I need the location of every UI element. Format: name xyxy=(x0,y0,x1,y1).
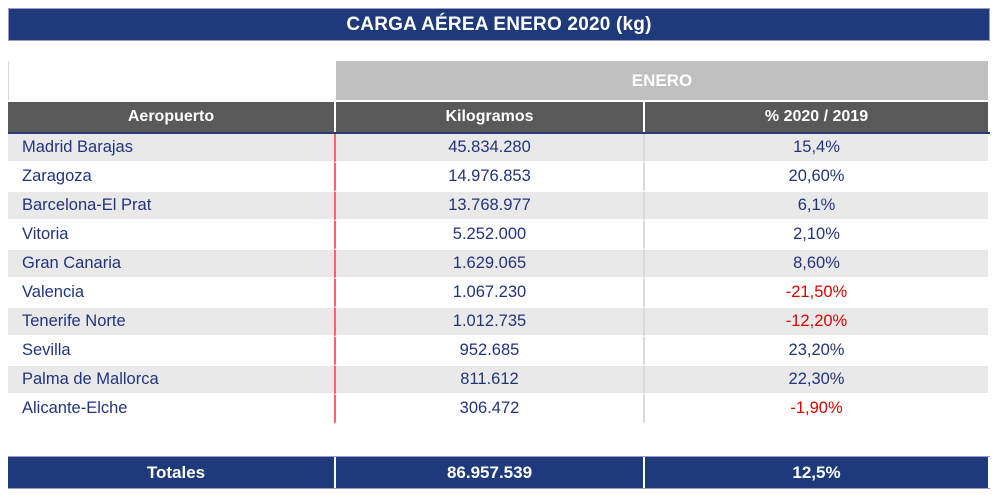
table-row: Tenerife Norte 1.012.735 -12,20% xyxy=(8,308,990,337)
airport-cell: Valencia xyxy=(8,279,334,308)
totals-row: Totales 86.957.539 12,5% xyxy=(8,456,990,489)
group-header-enero: ENERO xyxy=(334,61,988,100)
percent-cell: -21,50% xyxy=(643,279,988,308)
percent-cell: -12,20% xyxy=(643,308,988,337)
airport-cell: Sevilla xyxy=(8,337,334,366)
kilograms-cell: 5.252.000 xyxy=(334,221,643,250)
percent-cell: 22,30% xyxy=(643,366,988,395)
table-row: Barcelona-El Prat 13.768.977 6,1% xyxy=(8,192,990,221)
totals-label: Totales xyxy=(8,457,334,488)
percent-cell: 15,4% xyxy=(643,134,988,163)
table-row: Madrid Barajas 45.834.280 15,4% xyxy=(8,134,990,163)
report-title: CARGA AÉREA ENERO 2020 (kg) xyxy=(346,13,652,35)
table-body: Madrid Barajas 45.834.280 15,4% Zaragoza… xyxy=(8,134,990,424)
header-underline xyxy=(8,132,990,134)
table-row: Alicante-Elche 306.472 -1,90% xyxy=(8,395,990,424)
kilograms-cell: 811.612 xyxy=(334,366,643,395)
table-row: Gran Canaria 1.629.065 8,60% xyxy=(8,250,990,279)
percent-cell: 2,10% xyxy=(643,221,988,250)
kilograms-cell: 45.834.280 xyxy=(334,134,643,163)
percent-cell: 6,1% xyxy=(643,192,988,221)
airport-cell: Gran Canaria xyxy=(8,250,334,279)
column-header-percent: % 2020 / 2019 xyxy=(643,102,988,132)
kilograms-cell: 13.768.977 xyxy=(334,192,643,221)
percent-cell: 8,60% xyxy=(643,250,988,279)
totals-percent: 12,5% xyxy=(643,457,988,488)
column-header-kilograms: Kilogramos xyxy=(334,102,643,132)
group-header-spacer xyxy=(8,61,334,100)
report-sheet: CARGA AÉREA ENERO 2020 (kg) ENERO Aeropu… xyxy=(8,8,990,489)
group-header-row: ENERO xyxy=(8,61,990,100)
kilograms-cell: 1.629.065 xyxy=(334,250,643,279)
airport-cell: Madrid Barajas xyxy=(8,134,334,163)
kilograms-cell: 1.012.735 xyxy=(334,308,643,337)
airport-cell: Alicante-Elche xyxy=(8,395,334,424)
kilograms-cell: 306.472 xyxy=(334,395,643,424)
column-header-airport: Aeropuerto xyxy=(8,102,334,132)
kilograms-cell: 1.067.230 xyxy=(334,279,643,308)
table-row: Palma de Mallorca 811.612 22,30% xyxy=(8,366,990,395)
airport-cell: Vitoria xyxy=(8,221,334,250)
percent-cell: 20,60% xyxy=(643,163,988,192)
kilograms-cell: 952.685 xyxy=(334,337,643,366)
airport-cell: Palma de Mallorca xyxy=(8,366,334,395)
kilograms-cell: 14.976.853 xyxy=(334,163,643,192)
report-title-bar: CARGA AÉREA ENERO 2020 (kg) xyxy=(8,8,990,41)
column-header-row: Aeropuerto Kilogramos % 2020 / 2019 xyxy=(8,102,990,132)
totals-kilograms: 86.957.539 xyxy=(334,457,643,488)
table-row: Sevilla 952.685 23,20% xyxy=(8,337,990,366)
percent-cell: 23,20% xyxy=(643,337,988,366)
table-row: Vitoria 5.252.000 2,10% xyxy=(8,221,990,250)
percent-cell: -1,90% xyxy=(643,395,988,424)
table-row: Zaragoza 14.976.853 20,60% xyxy=(8,163,990,192)
airport-cell: Barcelona-El Prat xyxy=(8,192,334,221)
table-row: Valencia 1.067.230 -21,50% xyxy=(8,279,990,308)
airport-cell: Zaragoza xyxy=(8,163,334,192)
airport-cell: Tenerife Norte xyxy=(8,308,334,337)
